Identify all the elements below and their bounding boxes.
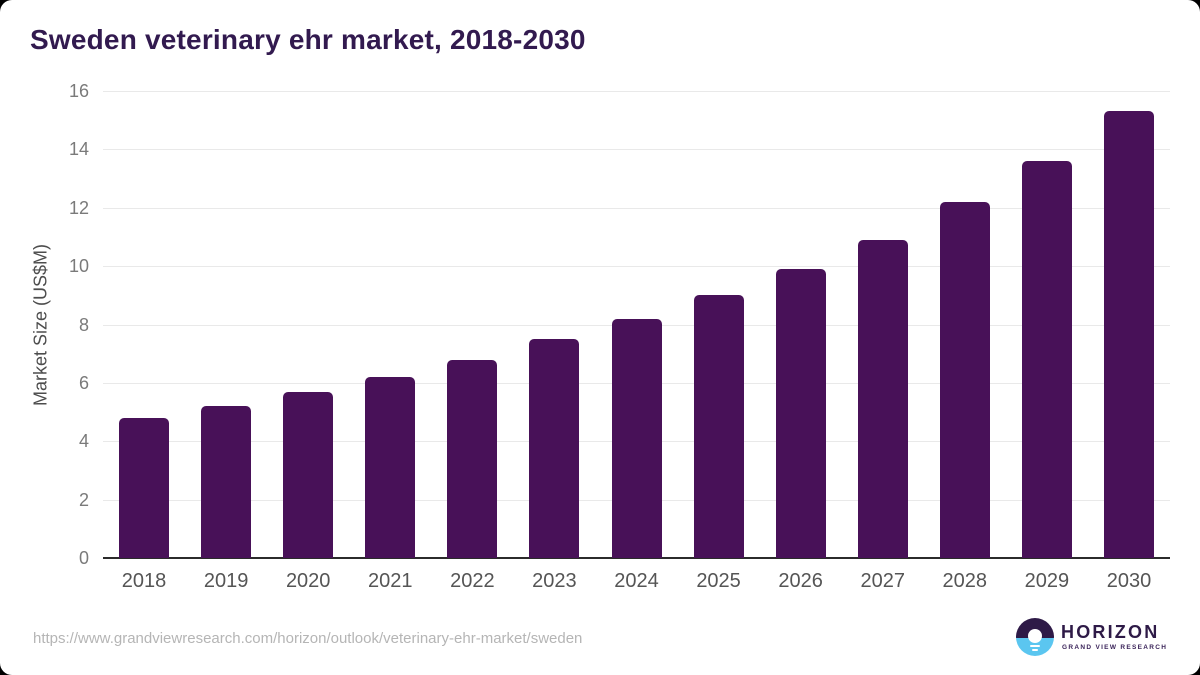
x-tick-label: 2025 [696, 570, 741, 592]
bar-2025 [693, 295, 744, 558]
source-url: https://www.grandviewresearch.com/horizo… [33, 630, 583, 647]
bar-2021 [365, 377, 416, 558]
x-tick-label: 2027 [860, 570, 905, 592]
gridline [103, 91, 1170, 92]
x-tick-label: 2026 [778, 570, 823, 592]
x-tick-label: 2022 [450, 570, 495, 592]
y-tick-label: 2 [78, 489, 89, 510]
bar-2023 [529, 339, 580, 558]
bar-2028 [939, 201, 990, 558]
gridline [103, 266, 1170, 268]
y-tick-label: 4 [78, 431, 89, 452]
wave-icon [1032, 648, 1038, 651]
plot-area [103, 91, 1170, 559]
bar-2029 [1021, 161, 1072, 558]
logo-name: HORIZON [1061, 622, 1160, 642]
horizon-logo-icon [1016, 618, 1054, 656]
gridline [103, 207, 1170, 209]
y-tick-label: 16 [68, 81, 89, 101]
logo-subtitle: GRAND VIEW RESEARCH [1062, 644, 1168, 651]
sun-icon [1028, 629, 1042, 643]
bar-2018 [119, 417, 170, 558]
gridline [103, 149, 1170, 151]
y-tick-label: 14 [68, 139, 89, 160]
y-tick-label: 0 [78, 548, 89, 568]
horizon-logo: HORIZON GRAND VIEW RESEARCH [1016, 618, 1176, 660]
x-tick-label: 2024 [614, 570, 659, 592]
y-tick-label: 12 [68, 197, 89, 218]
page-title: Sweden veterinary ehr market, 2018-2030 [30, 24, 586, 55]
x-tick-label: 2018 [121, 570, 167, 592]
bar-2026 [775, 269, 826, 558]
bar-2020 [283, 391, 334, 558]
bar-2030 [1103, 111, 1154, 558]
bar-2024 [611, 318, 662, 558]
x-axis-line [103, 557, 1170, 559]
x-tick-label: 2023 [532, 570, 577, 592]
x-tick-label: 2029 [1024, 570, 1070, 592]
x-tick-label: 2019 [203, 570, 249, 592]
bar-2019 [201, 406, 252, 558]
x-tick-label: 2028 [942, 570, 988, 592]
x-tick-label: 2021 [368, 570, 413, 592]
bar-2022 [447, 359, 498, 558]
y-tick-label: 8 [78, 314, 89, 335]
y-tick-label: 10 [68, 256, 89, 277]
x-tick-label: 2030 [1106, 570, 1152, 592]
wave-icon [1030, 645, 1040, 647]
y-tick-label: 6 [78, 372, 89, 393]
bar-2027 [857, 239, 908, 558]
x-tick-label: 2020 [285, 570, 331, 592]
